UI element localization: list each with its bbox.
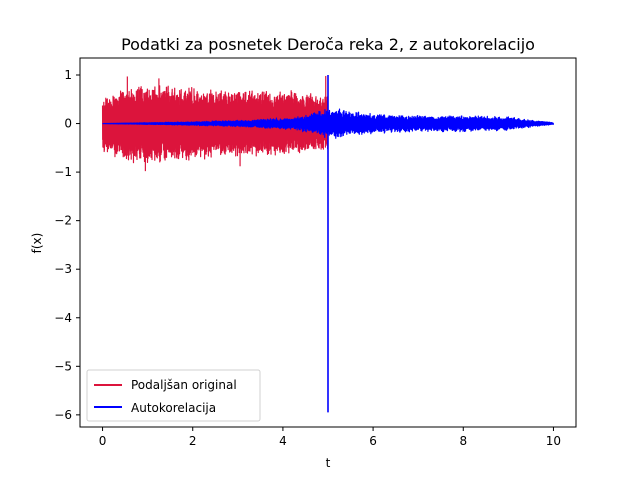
x-tick-label-0: 0 — [99, 434, 107, 448]
series-layer — [101, 74, 555, 413]
y-tick-label-5: −4 — [54, 311, 72, 325]
chart-title: Podatki za posnetek Deroča reka 2, z aut… — [121, 35, 535, 54]
plot-area: 0 2 4 6 8 10 10−1−2−3−4−5−6 — [54, 57, 577, 448]
y-tick-label-0: 1 — [64, 68, 72, 82]
y-axis-label: f(x) — [30, 233, 44, 254]
series-line-podaljsan-original — [101, 85, 329, 164]
x-tick-label-5: 10 — [546, 434, 561, 448]
y-tick-label-7: −6 — [54, 408, 72, 422]
axes-frame — [79, 57, 577, 428]
x-tick-label-2: 4 — [279, 434, 287, 448]
legend: Podaljšan original Autokorelacija — [86, 369, 261, 422]
y-tick-label-3: −2 — [54, 214, 72, 228]
legend-label-original: Podaljšan original — [131, 378, 237, 392]
y-tick-label-1: 0 — [64, 117, 72, 131]
y-axis-ticks: 1 0 −1 −2 −3 −4 −5 −6 — [54, 68, 80, 422]
y-tick-label-4: −3 — [54, 262, 72, 276]
x-tick-label-3: 6 — [369, 434, 377, 448]
legend-label-autocorrelation: Autokorelacija — [131, 401, 216, 415]
y-tick-label-2: −1 — [54, 165, 72, 179]
x-axis-ticks: 0 2 4 6 8 10 — [99, 427, 561, 448]
x-axis-label: t — [326, 456, 331, 470]
x-tick-label-1: 2 — [189, 434, 197, 448]
legend-box — [86, 369, 261, 422]
y-tick-label-6: −5 — [54, 359, 72, 373]
x-tick-label-4: 8 — [459, 434, 467, 448]
